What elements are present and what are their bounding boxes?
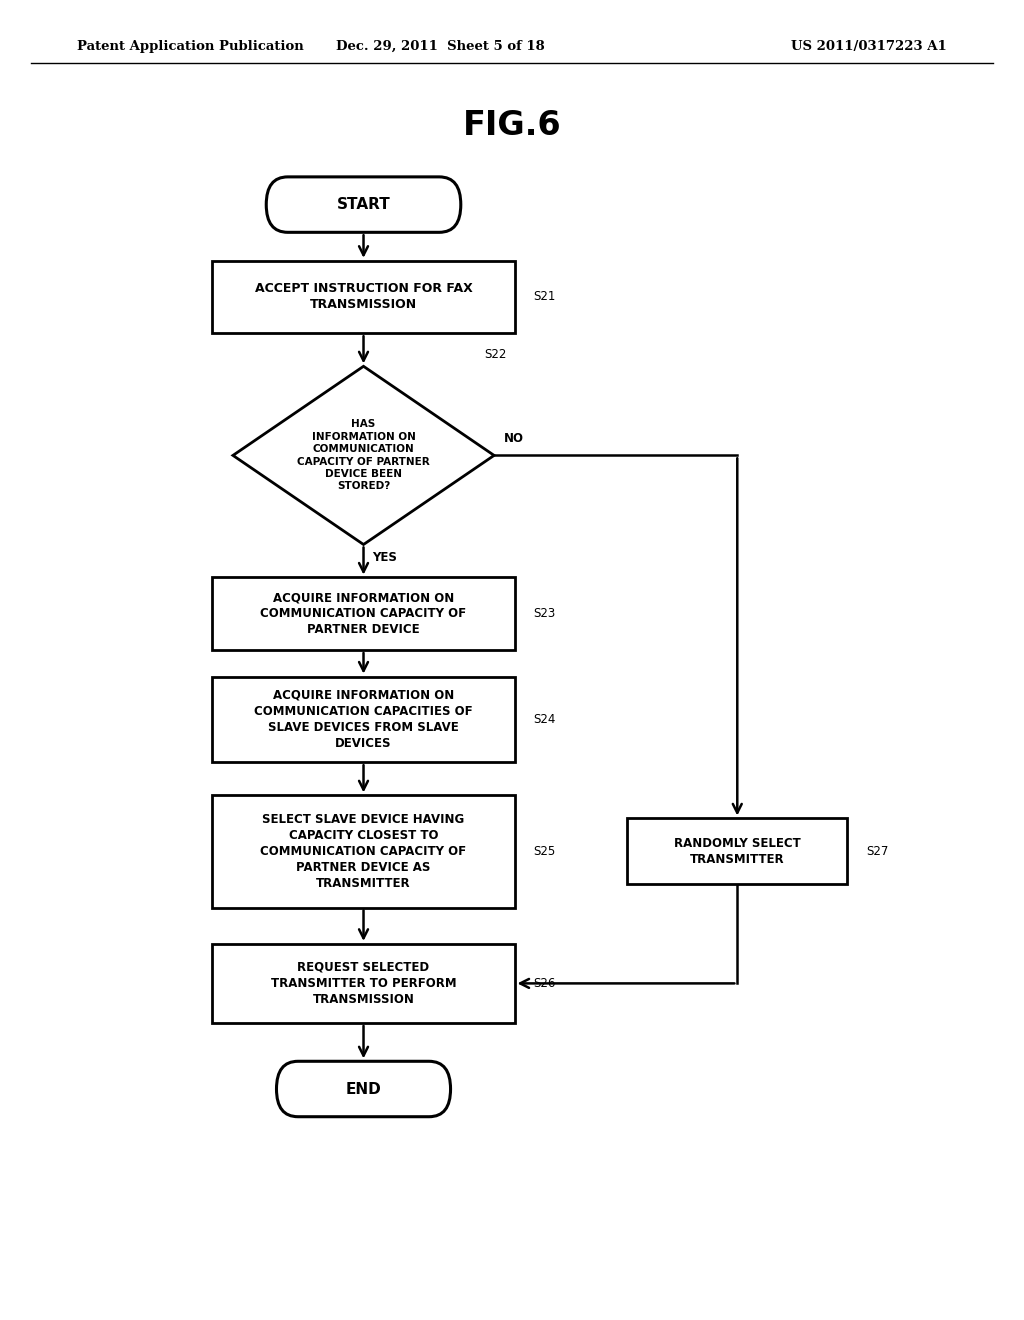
Text: ACQUIRE INFORMATION ON
COMMUNICATION CAPACITIES OF
SLAVE DEVICES FROM SLAVE
DEVI: ACQUIRE INFORMATION ON COMMUNICATION CAP…	[254, 689, 473, 750]
Text: ACCEPT INSTRUCTION FOR FAX
TRANSMISSION: ACCEPT INSTRUCTION FOR FAX TRANSMISSION	[255, 282, 472, 312]
FancyBboxPatch shape	[213, 676, 514, 763]
Text: S24: S24	[532, 713, 555, 726]
FancyBboxPatch shape	[266, 177, 461, 232]
FancyBboxPatch shape	[213, 944, 514, 1023]
Text: S21: S21	[532, 290, 555, 304]
Text: Dec. 29, 2011  Sheet 5 of 18: Dec. 29, 2011 Sheet 5 of 18	[336, 40, 545, 53]
Text: S23: S23	[532, 607, 555, 620]
Text: NO: NO	[504, 432, 524, 445]
Text: SELECT SLAVE DEVICE HAVING
CAPACITY CLOSEST TO
COMMUNICATION CAPACITY OF
PARTNER: SELECT SLAVE DEVICE HAVING CAPACITY CLOS…	[260, 813, 467, 890]
FancyBboxPatch shape	[276, 1061, 451, 1117]
Polygon shape	[232, 366, 494, 544]
Text: S25: S25	[532, 845, 555, 858]
Text: ACQUIRE INFORMATION ON
COMMUNICATION CAPACITY OF
PARTNER DEVICE: ACQUIRE INFORMATION ON COMMUNICATION CAP…	[260, 591, 467, 636]
Text: Patent Application Publication: Patent Application Publication	[77, 40, 303, 53]
FancyBboxPatch shape	[627, 818, 847, 884]
Text: S26: S26	[532, 977, 555, 990]
Text: S22: S22	[483, 348, 506, 360]
FancyBboxPatch shape	[213, 795, 514, 908]
Text: HAS
INFORMATION ON
COMMUNICATION
CAPACITY OF PARTNER
DEVICE BEEN
STORED?: HAS INFORMATION ON COMMUNICATION CAPACIT…	[297, 420, 430, 491]
FancyBboxPatch shape	[213, 260, 514, 333]
Text: S27: S27	[866, 845, 888, 858]
Text: FIG.6: FIG.6	[463, 108, 561, 141]
Text: END: END	[346, 1081, 381, 1097]
Text: REQUEST SELECTED
TRANSMITTER TO PERFORM
TRANSMISSION: REQUEST SELECTED TRANSMITTER TO PERFORM …	[270, 961, 457, 1006]
Text: YES: YES	[372, 552, 396, 564]
Text: RANDOMLY SELECT
TRANSMITTER: RANDOMLY SELECT TRANSMITTER	[674, 837, 801, 866]
FancyBboxPatch shape	[213, 577, 514, 649]
Text: US 2011/0317223 A1: US 2011/0317223 A1	[792, 40, 947, 53]
Text: START: START	[337, 197, 390, 213]
